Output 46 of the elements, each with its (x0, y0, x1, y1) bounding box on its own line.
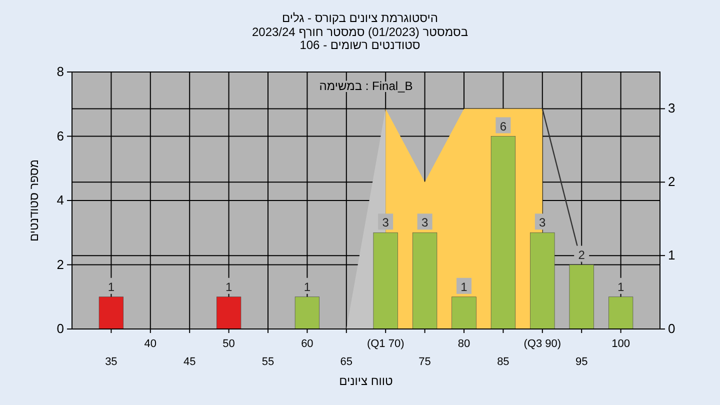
bar (373, 232, 398, 330)
x-axis-title: טווח ציונים (339, 374, 394, 388)
bar (608, 296, 634, 330)
bar (530, 232, 555, 330)
data-label: 3 (382, 216, 390, 230)
y2-tick-label: 1 (668, 248, 676, 263)
chart-subtitle: בסמסטר (01/2023) סמסטר חורף 2023/24 סטודנטים רשומים - 106 (252, 25, 468, 52)
chart-title: היסטוגרמת ציונים בקורס - גלים (282, 11, 438, 25)
x-tick-label: 50 (222, 338, 235, 350)
bar (452, 296, 476, 330)
bar (490, 136, 516, 330)
bar (98, 296, 124, 330)
x-tick-label: (Q3 90) (524, 338, 562, 350)
data-label: 1 (108, 280, 115, 294)
bar (216, 296, 242, 330)
data-label: 3 (539, 216, 546, 230)
bar (294, 296, 320, 330)
x-tick-label: 60 (301, 338, 314, 350)
x-tick-label: 35 (105, 356, 118, 368)
x-tick-label: 80 (458, 338, 470, 350)
bar (412, 232, 438, 330)
x-tick-label: 65 (340, 356, 353, 368)
x-tick-label: 100 (612, 338, 630, 350)
y2-tick-label: 0 (668, 321, 676, 336)
data-label: 1 (460, 280, 468, 294)
data-label: 1 (225, 280, 232, 294)
y-tick-label: 4 (56, 192, 64, 208)
x-tick-label: 95 (575, 356, 588, 368)
x-tick-label: 75 (418, 356, 431, 368)
data-label: 1 (617, 280, 624, 294)
x-tick-label: 45 (183, 356, 196, 368)
data-label: 2 (578, 248, 586, 262)
y-tick-label: 8 (56, 64, 64, 79)
x-tick-label: 85 (497, 356, 510, 368)
y2-tick-label: 3 (668, 100, 676, 116)
y-axis-title: מספר סטודנטים (27, 159, 41, 242)
data-label: 6 (500, 119, 507, 134)
y2-tick-label: 2 (668, 174, 676, 190)
x-tick-label: (Q1 70) (366, 338, 404, 350)
data-label: 3 (421, 216, 428, 230)
y-tick-label: 6 (56, 128, 64, 144)
x-tick-label: 55 (262, 356, 274, 368)
y-tick-label: 2 (56, 256, 64, 272)
x-tick-label: 40 (144, 338, 157, 350)
data-label: 1 (304, 280, 311, 294)
y-tick-label: 0 (56, 321, 64, 336)
